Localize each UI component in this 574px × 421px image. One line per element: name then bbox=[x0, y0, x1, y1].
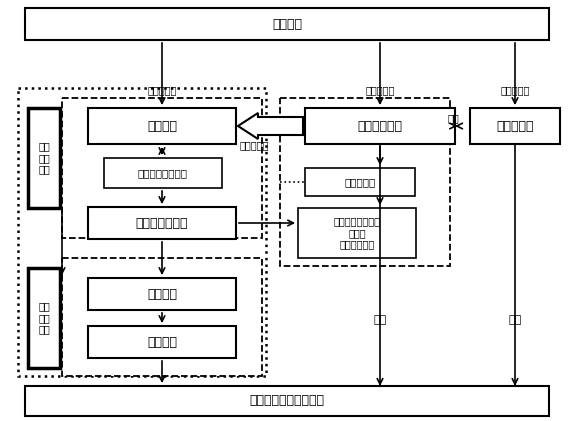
Bar bbox=[62, 258, 262, 376]
Text: 取締役会: 取締役会 bbox=[147, 120, 177, 133]
Bar bbox=[470, 108, 560, 144]
Bar bbox=[28, 268, 60, 368]
Bar bbox=[88, 207, 236, 239]
Text: 経営
監督
機能: 経営 監督 機能 bbox=[38, 141, 50, 175]
Bar bbox=[298, 208, 416, 258]
Text: コンプライアンス
推進・
リスク管理室: コンプライアンス 推進・ リスク管理室 bbox=[333, 216, 381, 250]
Bar bbox=[104, 158, 222, 188]
Text: 監査・監督: 監査・監督 bbox=[240, 140, 269, 150]
Bar bbox=[62, 98, 262, 238]
Text: 経営会議: 経営会議 bbox=[147, 288, 177, 301]
Bar bbox=[88, 326, 236, 358]
Text: 業務
執行
機能: 業務 執行 機能 bbox=[38, 301, 50, 335]
Bar bbox=[88, 108, 236, 144]
Bar bbox=[25, 8, 549, 40]
Text: 選任・解任: 選任・解任 bbox=[148, 85, 177, 95]
Bar bbox=[25, 386, 549, 416]
Text: 会計監査人: 会計監査人 bbox=[497, 120, 534, 133]
Bar bbox=[18, 88, 266, 376]
Text: ガバナンス委員会: ガバナンス委員会 bbox=[138, 168, 188, 178]
Text: 代表取締役社長: 代表取締役社長 bbox=[135, 216, 188, 229]
Text: 監査: 監査 bbox=[373, 315, 387, 325]
Text: 選任・解任: 選任・解任 bbox=[365, 85, 395, 95]
Text: 執行役員: 執行役員 bbox=[147, 336, 177, 349]
Text: 監査: 監査 bbox=[509, 315, 522, 325]
Text: 株主総会: 株主総会 bbox=[272, 18, 302, 30]
Text: 連携: 連携 bbox=[447, 113, 459, 123]
FancyArrow shape bbox=[238, 113, 303, 139]
Text: 監査等委員会: 監査等委員会 bbox=[358, 120, 402, 133]
Text: 内部監査室: 内部監査室 bbox=[344, 177, 375, 187]
Text: 各部門・グループ会社: 各部門・グループ会社 bbox=[250, 394, 324, 408]
Bar bbox=[88, 278, 236, 310]
Bar bbox=[280, 98, 450, 266]
Bar bbox=[305, 108, 455, 144]
Text: 選任・解任: 選任・解任 bbox=[501, 85, 530, 95]
Bar bbox=[28, 108, 60, 208]
Bar bbox=[305, 168, 415, 196]
